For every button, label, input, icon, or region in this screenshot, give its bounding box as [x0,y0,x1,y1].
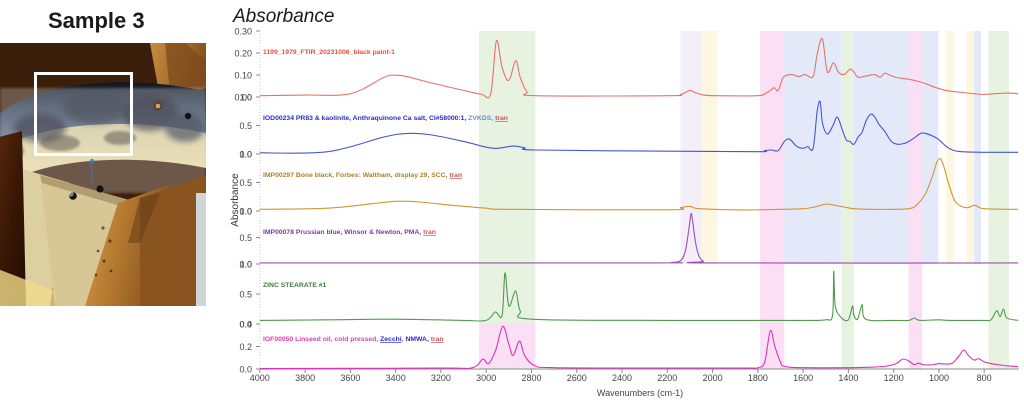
svg-text:2200: 2200 [657,373,677,383]
svg-text:2600: 2600 [567,373,587,383]
svg-text:ZINC STEARATE #1: ZINC STEARATE #1 [263,282,327,289]
svg-text:1800: 1800 [748,373,768,383]
svg-text:3000: 3000 [476,373,496,383]
svg-text:2800: 2800 [521,373,541,383]
svg-text:1400: 1400 [838,373,858,383]
svg-text:0.5: 0.5 [239,233,252,243]
svg-text:IOD00234 PR83 & kaolinite, Ant: IOD00234 PR83 & kaolinite, Anthraquinone… [263,115,508,122]
svg-text:IMP00078 Prussian blue, Winsor: IMP00078 Prussian blue, Winsor & Newton,… [263,229,436,236]
svg-text:Absorbance: Absorbance [230,173,241,227]
svg-text:2400: 2400 [612,373,632,383]
svg-text:1.0: 1.0 [239,150,252,160]
svg-text:1.0: 1.0 [239,260,252,270]
svg-text:IOF00050 Linseed oil, cold pre: IOF00050 Linseed oil, cold pressed, Zecc… [263,336,444,343]
svg-text:0.20: 0.20 [234,49,252,59]
svg-text:1600: 1600 [793,373,813,383]
svg-text:3400: 3400 [386,373,406,383]
svg-text:0.5: 0.5 [239,121,252,131]
svg-text:1199_1979_FTIR_20231006_black: 1199_1979_FTIR_20231006_black paint-1 [263,49,395,56]
svg-text:0.5: 0.5 [239,178,252,188]
svg-text:0.4: 0.4 [239,320,252,330]
svg-text:0.30: 0.30 [234,27,252,37]
svg-text:0.5: 0.5 [239,290,252,300]
svg-text:1.0: 1.0 [239,93,252,103]
svg-text:0.10: 0.10 [234,71,252,81]
svg-text:3800: 3800 [295,373,315,383]
svg-text:Wavenumbers (cm-1): Wavenumbers (cm-1) [597,388,683,398]
svg-text:2000: 2000 [703,373,723,383]
svg-text:1200: 1200 [884,373,904,383]
svg-text:1.0: 1.0 [239,207,252,217]
svg-text:800: 800 [977,373,992,383]
svg-text:IMP00297 Bone black, Forbes: W: IMP00297 Bone black, Forbes: Waltham, di… [263,172,462,179]
svg-text:3200: 3200 [431,373,451,383]
svg-text:4000: 4000 [250,373,270,383]
svg-text:0.2: 0.2 [239,342,252,352]
svg-text:1000: 1000 [929,373,949,383]
svg-text:3600: 3600 [340,373,360,383]
